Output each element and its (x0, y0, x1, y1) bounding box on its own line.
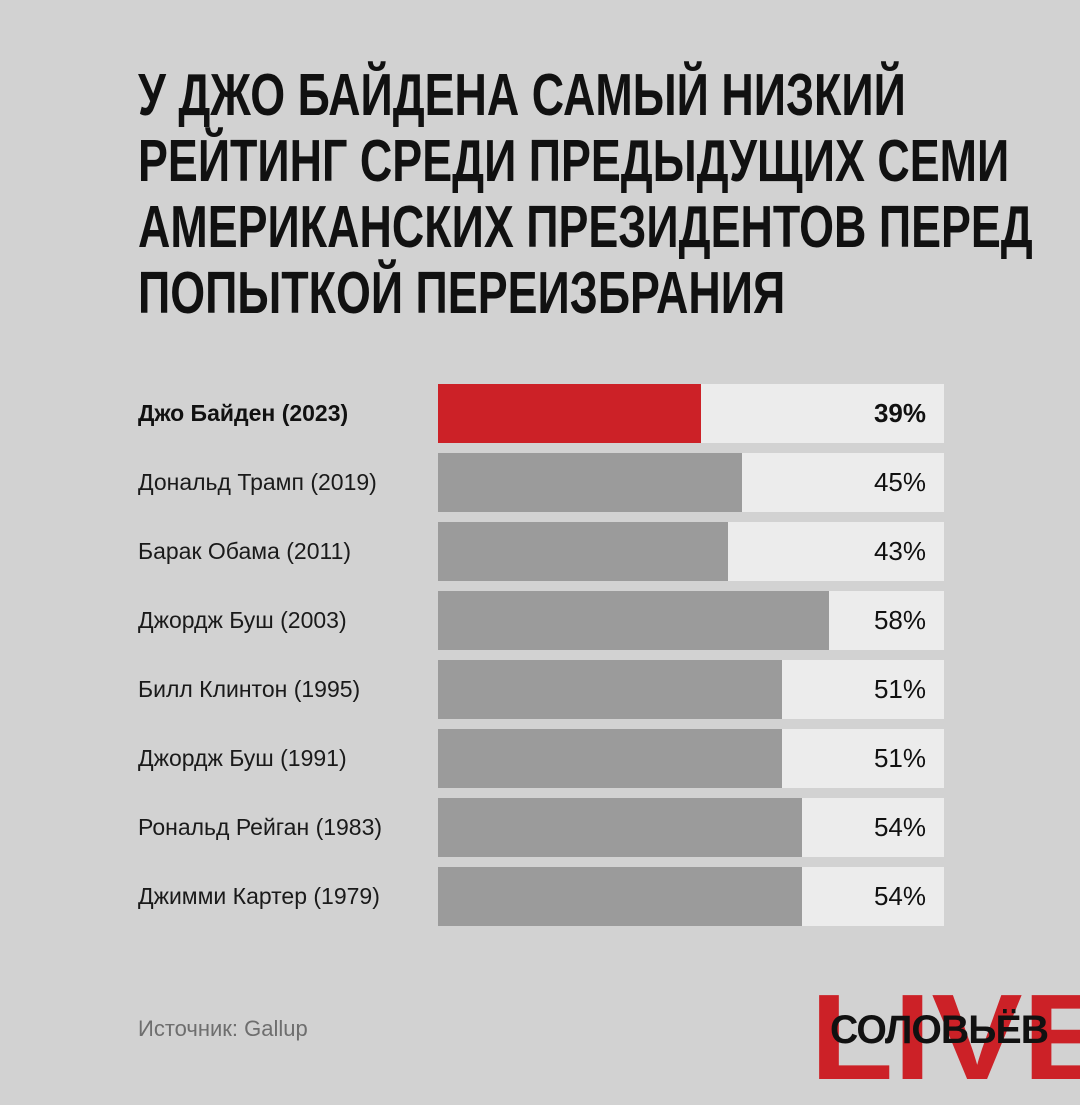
approval-bar-chart: Джо Байден (2023) 39% Дональд Трамп (2019)… (0, 384, 1080, 926)
brand-logo: LIVE СОЛОВЬЁВ (806, 976, 1080, 1098)
value-label: 39% (873, 398, 926, 428)
category-label: Рональд Рейган (1983) (138, 814, 383, 840)
bar-row: Джимми Картер (1979) 54% (0, 867, 1080, 926)
bar-track: 51% (438, 660, 944, 719)
value-label: 51% (873, 743, 926, 773)
category-label: Джимми Картер (1979) (138, 883, 380, 909)
category-label: Джордж Буш (2003) (138, 607, 347, 633)
bar (438, 660, 782, 719)
value-label: 58% (873, 605, 926, 635)
bar (438, 591, 829, 650)
category-label: Джордж Буш (1991) (138, 745, 347, 771)
bar-row: Билл Клинтон (1995) 51% (0, 660, 1080, 719)
bar-row: Джордж Буш (2003) 58% (0, 591, 1080, 650)
bar-track: 39% (438, 384, 944, 443)
bar-row: Джордж Буш (1991) 51% (0, 729, 1080, 788)
value-label: 54% (873, 812, 926, 842)
bar-track: 54% (438, 867, 944, 926)
bar (438, 453, 742, 512)
bar-row: Дональд Трамп (2019) 45% (0, 453, 1080, 512)
title-line: попыткой переизбрания (138, 260, 786, 326)
value-label: 51% (873, 674, 926, 704)
bar (438, 798, 802, 857)
bar (438, 867, 802, 926)
bar-row: Рональд Рейган (1983) 54% (0, 798, 1080, 857)
bar-track: 54% (438, 798, 944, 857)
bar-track: 45% (438, 453, 944, 512)
category-label: Билл Клинтон (1995) (138, 676, 361, 702)
bar-track: 58% (438, 591, 944, 650)
category-label: Джо Байден (2023) (138, 400, 349, 426)
logo-live-text: LIVE (810, 969, 1080, 1105)
bar-track: 43% (438, 522, 944, 581)
logo-name-text: СОЛОВЬЁВ (830, 1008, 1049, 1052)
bar-row: Джо Байден (2023) 39% (0, 384, 1080, 443)
category-label: Барак Обама (2011) (138, 538, 352, 564)
value-label: 43% (873, 536, 926, 566)
bar (438, 522, 728, 581)
value-label: 45% (873, 467, 926, 497)
value-label: 54% (873, 881, 926, 911)
bar-track: 51% (438, 729, 944, 788)
bar-row: Барак Обама (2011) 43% (0, 522, 1080, 581)
source-note: Источник: Gallup (138, 1016, 308, 1041)
bar (438, 729, 782, 788)
category-label: Дональд Трамп (2019) (138, 469, 377, 495)
title-line: У Джо Байдена самый низкий (138, 62, 906, 128)
bar (438, 384, 701, 443)
